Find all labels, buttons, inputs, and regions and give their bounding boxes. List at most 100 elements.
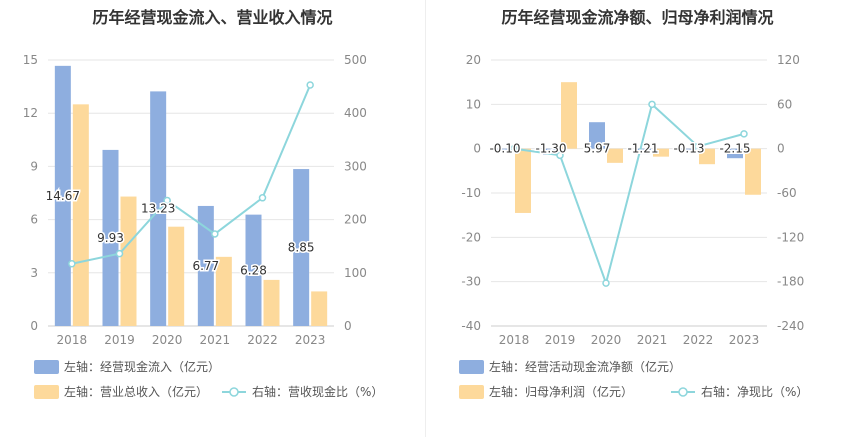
bar-data-label: -0.13 [673,142,704,156]
line-point [211,230,219,238]
legend-swatch-primary [34,360,59,374]
line-series [513,102,745,287]
legend-swatch-secondary [459,385,484,399]
legend-label-1: 左轴：经营活动现金流净额（亿元） [489,359,681,374]
x-tick-label: 2023 [729,333,760,347]
chart-panel-left: 历年经营现金流入、营业收入情况 0 3 6 9 12 15 0 100 200 300 400 500… [0,0,425,437]
line-point [648,100,656,109]
legend-swatch-primary [459,360,484,374]
bar-secondary [215,256,232,326]
bar-data-label: -1.21 [627,142,658,156]
y-left-tick-label: -30 [461,275,481,289]
x-tick-label: 2023 [295,333,326,347]
line-point [694,142,702,151]
bar-data-label: 13.23 [141,202,175,216]
y-left-tick-label: -40 [461,319,481,333]
x-tick-label: 2020 [591,333,622,347]
line-point [258,194,267,202]
bar-primary [293,169,310,326]
bar-primary [589,122,605,149]
y-left-tick-label: 3 [30,266,38,280]
y-left-tick-label: 12 [23,106,38,120]
legend-swatch-line-marker [229,387,239,397]
line-point [115,249,124,258]
bar-data-label: -2.15 [719,142,750,156]
bar-data-label: 6.77 [192,259,219,273]
x-tick-label: 2019 [545,333,576,347]
x-tick-label: 2018 [499,333,530,347]
y-right-tick-label: 400 [344,106,367,120]
bar-data-label: 9.93 [97,231,124,245]
bar-data-label: 8.85 [288,241,315,255]
legend-label-3: 右轴：净现比（%） [701,384,808,399]
chart-title-right: 历年经营现金流净额、归母净利润情况 [501,8,774,27]
y-right-tick-label: 120 [777,53,800,67]
bar-secondary [745,148,761,195]
y-right-tick-label: -240 [777,319,804,333]
legend-label-3: 右轴：营收现金比（%） [252,384,383,399]
y-right-tick-label: 100 [344,266,367,280]
legend-label-2: 左轴：营业总收入（亿元） [64,384,208,399]
bar-data-label: -1.30 [535,142,566,156]
bar-primary [102,149,119,326]
x-tick-label: 2019 [104,333,135,347]
bar-secondary [699,148,715,165]
chart-panel-right: 历年经营现金流净额、归母净利润情况 -40 -30 -20 -10 0 10 20 -240-… [425,0,850,437]
chart-title-left: 历年经营现金流入、营业收入情况 [92,8,333,27]
bar-data-label: 5.97 [584,142,611,156]
legend-swatch-secondary [34,385,59,399]
bar-primary [543,148,559,155]
legend-label-2: 左轴：归母净利润（亿元） [489,384,633,399]
y-right-tick-label: -120 [777,230,804,244]
y-left-tick-label: 10 [466,97,481,111]
bar-data-label: 14.67 [46,189,80,203]
x-tick-label: 2021 [200,333,231,347]
bar-primary [727,148,743,159]
bar-primary [150,91,167,326]
y-right-tick-label: -60 [777,186,797,200]
y-left-tick-label: -20 [461,230,481,244]
y-left-tick-label: 0 [30,319,38,333]
y-left-tick-label: 0 [473,142,481,156]
y-right-tick-label: 0 [344,319,352,333]
bar-secondary [168,226,185,326]
chart-svg-right: -40 -30 -20 -10 0 10 20 -240 -180 -120 -60 0 60 120 20… [459,53,808,399]
y-left-tick-label: 9 [30,159,38,173]
y-left-tick-label: 6 [30,213,38,227]
chart-svg-left: 0 3 6 9 12 15 0 100 200 300 400 500 2018 2019 2020 2021… [23,53,383,399]
bar-primary [681,148,697,150]
line-point [306,81,314,89]
line-point [740,130,748,138]
bar-secondary [120,196,137,326]
legend-swatch-line-marker [678,387,688,397]
panel-divider [425,0,426,437]
x-tick-label: 2022 [247,333,278,347]
bar-secondary [561,82,577,149]
x-tick-label: 2021 [637,333,668,347]
bar-secondary [653,148,669,157]
bar-secondary [72,104,89,326]
bar-data-label: 6.28 [240,263,267,277]
line-series [71,84,312,265]
x-tick-label: 2020 [152,333,183,347]
bar-secondary [607,148,623,163]
line-point [68,260,76,268]
bar-secondary [515,148,531,213]
line-point [510,144,518,153]
bar-primary [497,148,513,150]
y-right-tick-label: 200 [344,213,367,227]
x-tick-label: 2022 [683,333,714,347]
y-right-tick-label: -180 [777,275,804,289]
bar-primary [245,214,262,326]
y-left-tick-label: 15 [23,53,38,67]
y-right-tick-label: 60 [777,97,792,111]
legend-label-1: 左轴：经营现金流入（亿元） [64,359,220,374]
bar-primary [197,205,214,326]
bar-secondary [263,279,280,326]
x-tick-label: 2018 [57,333,88,347]
y-right-tick-label: 500 [344,53,367,67]
y-right-tick-label: 300 [344,159,367,173]
line-point [163,196,171,205]
bar-primary [635,148,651,155]
line-point [556,151,564,160]
